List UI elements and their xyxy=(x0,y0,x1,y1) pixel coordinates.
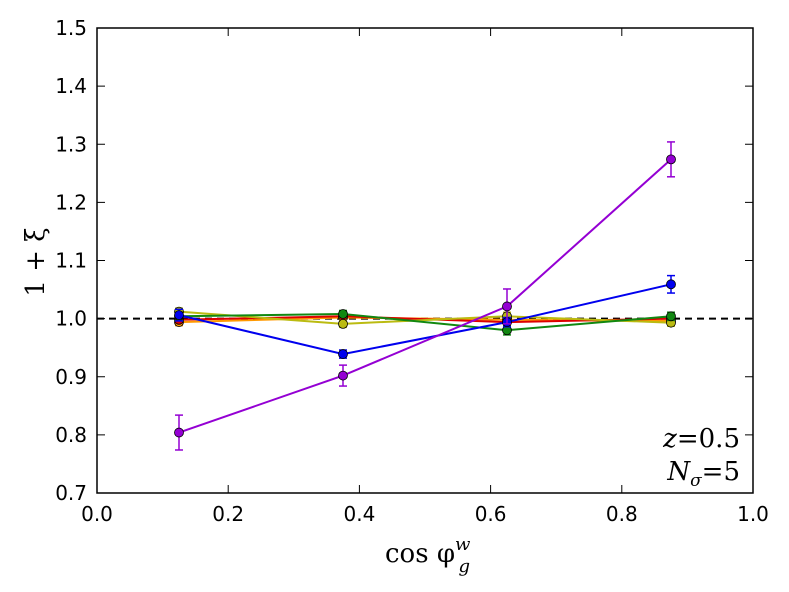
x-tick-label: 1.0 xyxy=(737,502,769,526)
y-tick-label: 1.5 xyxy=(55,16,87,40)
data-point-blue xyxy=(338,349,348,359)
series-green xyxy=(174,309,676,336)
y-tick-label: 1.0 xyxy=(55,307,87,331)
ticks-layer: 0.0 0.2 0.4 0.6 0.8 1.0 0.7 0.8 0.9 1.0 1.1 1.2 1.3 1… xyxy=(55,16,769,526)
series-line-purple xyxy=(178,158,672,434)
y-tick-label: 1.2 xyxy=(55,190,87,214)
y-tick-label: 0.7 xyxy=(55,481,87,505)
data-point-green xyxy=(666,311,676,322)
series-layer xyxy=(174,141,676,451)
annotation-nsigma: Nσ=5 xyxy=(666,457,740,491)
annotation-redshift: z=0.5 xyxy=(662,424,740,454)
data-point-yellow xyxy=(338,318,348,329)
data-point-purple xyxy=(502,301,512,312)
x-tick-label: 0.8 xyxy=(606,502,638,526)
data-point-purple xyxy=(174,427,184,438)
y-tick-label: 0.8 xyxy=(55,423,87,447)
y-tick-label: 0.9 xyxy=(55,365,87,389)
x-axis-label: cos φw g xyxy=(385,534,471,577)
data-point-blue xyxy=(666,279,676,290)
series-line-yellow xyxy=(178,310,672,325)
x-tick-label: 0.2 xyxy=(212,502,244,526)
data-point-purple xyxy=(338,370,348,381)
data-point-blue xyxy=(174,310,184,321)
x-tick-label: 0.4 xyxy=(343,502,375,526)
y-tick-label: 1.4 xyxy=(55,74,87,98)
plot-area xyxy=(97,28,753,493)
x-tick-label: 0.6 xyxy=(475,502,507,526)
series-line-green xyxy=(178,312,672,332)
y-axis-label: 1 + ξ xyxy=(21,227,51,296)
data-point-purple xyxy=(666,154,676,165)
x-tick-label: 0.0 xyxy=(81,502,113,526)
series-line-blue xyxy=(178,283,672,356)
series-purple xyxy=(174,141,676,451)
y-tick-label: 1.3 xyxy=(55,132,87,156)
data-point-green xyxy=(338,309,348,319)
y-tick-label: 1.1 xyxy=(55,249,87,273)
